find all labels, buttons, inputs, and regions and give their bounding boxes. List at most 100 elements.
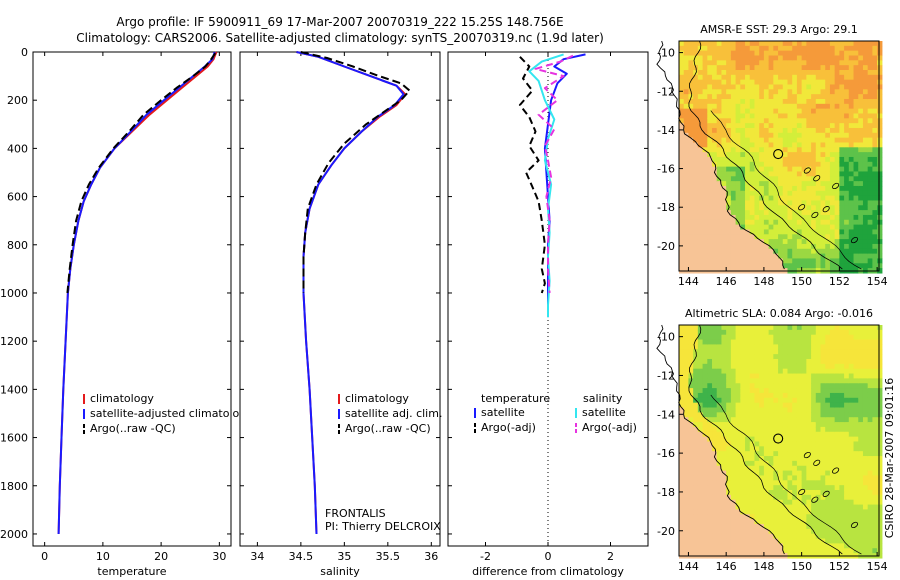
- map-cell: [754, 383, 760, 389]
- map-cell: [839, 504, 845, 511]
- map-cell: [787, 258, 793, 264]
- map-cell: [815, 152, 822, 158]
- map-cell: [801, 441, 807, 447]
- map-cell: [716, 239, 723, 245]
- map-cell: [829, 118, 836, 124]
- map-cell: [806, 349, 812, 355]
- map-cell: [825, 132, 831, 139]
- map-cell: [825, 195, 831, 202]
- map-cell: [867, 176, 873, 182]
- map-cell: [745, 392, 751, 399]
- map-cell: [688, 55, 694, 61]
- map-cell: [716, 127, 723, 134]
- map-cell: [730, 147, 737, 153]
- map-cell: [707, 205, 713, 211]
- map-cell: [806, 373, 812, 379]
- map-cell: [735, 60, 741, 66]
- map-cell: [768, 219, 774, 226]
- map-cell: [778, 108, 784, 115]
- map-cell: [815, 363, 822, 370]
- map-cell: [721, 533, 727, 540]
- map-cell: [806, 446, 812, 452]
- map-cell: [716, 470, 723, 477]
- map-cell: [735, 388, 741, 394]
- map-cell: [811, 181, 817, 187]
- map-cell: [877, 523, 883, 530]
- map-cell: [872, 127, 878, 134]
- map-cell: [693, 108, 699, 115]
- map-cell: [877, 185, 883, 192]
- map-cell: [735, 533, 741, 540]
- map-cell: [862, 543, 869, 549]
- map-cell: [679, 69, 685, 76]
- map-cell: [853, 417, 859, 423]
- map-cell: [801, 123, 807, 129]
- map-cell: [825, 475, 831, 481]
- map-cell: [763, 358, 770, 365]
- map-cell: [745, 378, 751, 384]
- map-cell: [848, 214, 855, 221]
- map-cell: [754, 55, 760, 61]
- map-cell: [693, 538, 699, 544]
- map-cell: [815, 412, 822, 418]
- map-cell: [759, 137, 765, 144]
- map-cell: [721, 392, 727, 399]
- map-cell: [730, 543, 737, 549]
- map-cell: [829, 349, 836, 355]
- map-cell: [679, 490, 685, 496]
- map-cell: [707, 41, 713, 47]
- map-cell: [754, 229, 760, 235]
- map-cell: [787, 152, 793, 158]
- map-cell: [749, 465, 756, 472]
- map-cell: [801, 239, 807, 245]
- map-cell: [763, 325, 770, 331]
- map-cell: [716, 205, 723, 211]
- map-cell: [867, 436, 873, 443]
- map-cell: [844, 523, 850, 530]
- map-cell: [707, 363, 713, 370]
- map-cell: [853, 84, 859, 90]
- map-cell: [877, 263, 883, 269]
- map-cell: [829, 137, 836, 144]
- map-cell: [716, 113, 723, 119]
- map-cell: [688, 166, 694, 173]
- map-cell: [825, 210, 831, 216]
- map-cell: [839, 412, 845, 418]
- map-cell: [853, 475, 859, 481]
- map-cell: [806, 60, 812, 66]
- map-cell: [867, 185, 873, 192]
- map-cell: [839, 219, 845, 226]
- map-cell: [782, 412, 789, 418]
- map-cell: [787, 504, 793, 511]
- map-cell: [811, 363, 817, 370]
- map-cell: [806, 412, 812, 418]
- map-cell: [773, 205, 779, 211]
- map-cell: [759, 460, 765, 467]
- map-cell: [702, 417, 708, 423]
- map-cell: [721, 181, 727, 187]
- map-cell: [726, 397, 732, 404]
- map-cell: [712, 79, 718, 86]
- map-cell: [726, 349, 732, 355]
- map-cell: [679, 528, 685, 535]
- map-cell: [745, 60, 751, 66]
- map-cell: [815, 89, 822, 95]
- map-cell: [853, 538, 859, 544]
- map-cell: [716, 156, 723, 163]
- map-cell: [740, 417, 746, 423]
- map-cell: [697, 74, 704, 81]
- map-cell: [834, 60, 840, 66]
- map-cell: [712, 426, 718, 433]
- map-cell: [834, 118, 840, 124]
- map-cell: [778, 84, 784, 90]
- map-cell: [740, 329, 746, 336]
- map-cell: [683, 263, 690, 269]
- map-cell: [806, 378, 812, 384]
- map-cell: [693, 334, 699, 341]
- map-cell: [726, 234, 732, 240]
- map-cell: [759, 234, 765, 240]
- map-cell: [825, 74, 831, 81]
- map-cell: [740, 431, 746, 438]
- map-cell: [839, 123, 845, 129]
- map-cell: [693, 79, 699, 86]
